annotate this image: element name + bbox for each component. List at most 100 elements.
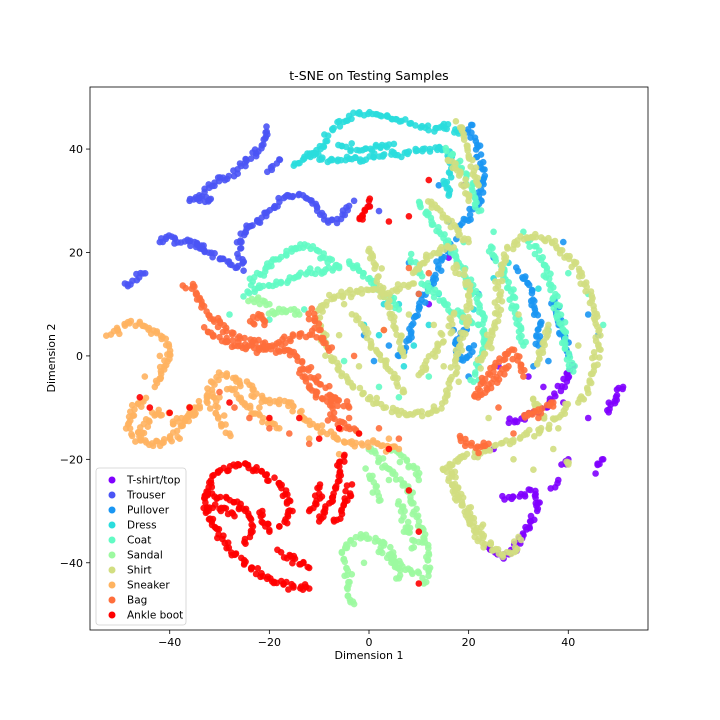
point [271, 474, 278, 482]
point [226, 430, 233, 437]
point [335, 425, 343, 432]
point [297, 330, 305, 337]
point [283, 500, 291, 507]
point [223, 327, 230, 335]
point [509, 493, 517, 500]
point [495, 376, 503, 383]
point [515, 533, 522, 541]
point [553, 244, 561, 252]
point [415, 290, 423, 298]
point [455, 172, 463, 179]
series-3 [290, 108, 552, 370]
point [186, 404, 193, 411]
point [240, 293, 247, 300]
point [276, 425, 283, 432]
point [385, 141, 393, 148]
point [613, 392, 621, 399]
legend-marker [108, 521, 116, 529]
point [455, 231, 462, 239]
point [323, 137, 331, 145]
legend-label: Ankle boot [127, 610, 183, 622]
point [286, 430, 293, 437]
point [326, 500, 333, 507]
point [409, 536, 416, 544]
legend-label: Sandal [127, 550, 163, 562]
point [289, 407, 296, 415]
point [216, 388, 223, 396]
point [619, 383, 627, 391]
point [276, 396, 283, 404]
point [485, 440, 492, 448]
point [302, 378, 310, 385]
point [414, 147, 421, 154]
point [259, 282, 267, 290]
point [378, 265, 386, 272]
point [390, 140, 398, 148]
point [146, 418, 153, 426]
point [426, 148, 434, 155]
point [347, 536, 355, 544]
x-tick-label: −20 [258, 636, 281, 649]
point [471, 453, 478, 461]
point [480, 532, 488, 539]
point [262, 471, 270, 479]
point [258, 570, 265, 577]
point [289, 331, 297, 338]
point [456, 336, 464, 343]
point [415, 528, 423, 535]
point [216, 255, 224, 262]
point [428, 221, 436, 228]
point [255, 336, 262, 344]
point [298, 407, 305, 415]
point [158, 411, 165, 419]
point [465, 313, 472, 321]
point [345, 202, 353, 210]
point [375, 331, 383, 339]
point [535, 326, 542, 333]
point [360, 389, 367, 397]
point [510, 456, 517, 463]
point [443, 125, 451, 133]
point [425, 176, 433, 184]
point [461, 271, 468, 279]
point [587, 379, 595, 387]
point [471, 371, 479, 378]
point [333, 215, 341, 223]
point [457, 341, 464, 349]
point [162, 335, 170, 343]
point [249, 313, 257, 321]
point [331, 484, 339, 492]
point [146, 404, 154, 411]
point [438, 257, 445, 264]
point [402, 116, 409, 123]
point [566, 354, 574, 361]
point [525, 373, 532, 380]
point [434, 340, 441, 348]
point [328, 256, 336, 264]
point [345, 404, 353, 411]
point [317, 254, 324, 262]
point [462, 330, 469, 338]
point [505, 279, 512, 286]
point [266, 528, 273, 535]
legend-label: Coat [127, 535, 151, 547]
point [425, 544, 432, 552]
point [535, 414, 542, 422]
point [499, 492, 506, 500]
point [250, 393, 257, 401]
point [361, 145, 369, 153]
point [535, 285, 542, 293]
scatter-marks [103, 108, 627, 608]
point [528, 289, 536, 297]
point [397, 508, 405, 515]
point [540, 383, 547, 391]
point [191, 238, 198, 246]
point [258, 518, 266, 526]
point [338, 372, 345, 380]
point [426, 284, 433, 292]
point [351, 154, 359, 161]
point [499, 553, 507, 561]
point [550, 304, 557, 312]
legend-label: Sneaker [127, 580, 170, 592]
point [560, 238, 567, 246]
